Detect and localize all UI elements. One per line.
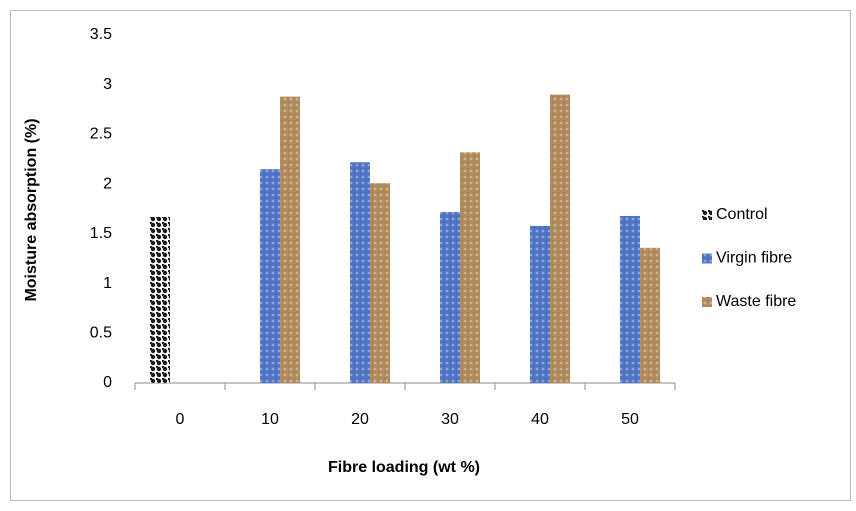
x-tick-label: 10: [261, 411, 279, 428]
bar: [530, 225, 550, 383]
bar: [150, 216, 170, 383]
y-tick-label: 2: [103, 175, 112, 192]
y-tick-label: 3.5: [90, 26, 112, 43]
legend-swatch: [702, 253, 712, 264]
x-tick-label: 30: [441, 411, 459, 428]
y-tick-label: 0: [103, 374, 112, 391]
legend-label: Control: [716, 206, 768, 223]
x-tick-label: 0: [176, 411, 185, 428]
bar: [620, 215, 640, 383]
y-tick-label: 2.5: [90, 126, 112, 143]
legend-swatch: [702, 210, 712, 220]
bar: [440, 211, 460, 383]
y-tick-label: 0.5: [90, 325, 112, 342]
bar: [460, 152, 480, 383]
bar: [280, 96, 300, 383]
x-tick-label: 50: [621, 411, 639, 428]
bar: [260, 169, 280, 383]
legend-swatch: [702, 297, 712, 307]
x-axis-title: Fibre loading (wt %): [328, 459, 480, 476]
y-axis-title: Moisture absorption (%): [23, 118, 40, 301]
y-tick-label: 1: [103, 275, 112, 292]
bar: [370, 183, 390, 383]
x-tick-label: 40: [531, 411, 549, 428]
bar: [350, 162, 370, 383]
legend-label: Waste fibre: [716, 293, 796, 310]
x-tick-label: 20: [351, 411, 369, 428]
bar: [550, 94, 570, 384]
bar: [640, 247, 660, 383]
y-tick-label: 1.5: [90, 225, 112, 242]
y-tick-label: 3: [103, 76, 112, 93]
legend-label: Virgin fibre: [716, 250, 792, 267]
